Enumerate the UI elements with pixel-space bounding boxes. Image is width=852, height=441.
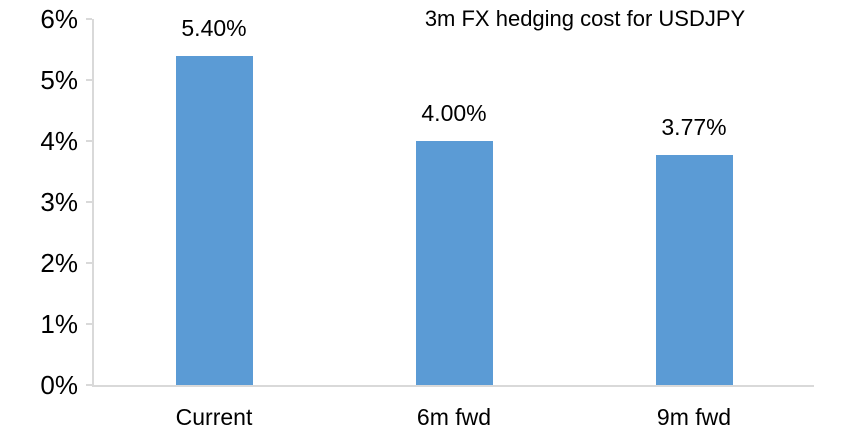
chart-title: 3m FX hedging cost for USDJPY	[424, 6, 746, 31]
x-axis-category-label: Current	[175, 404, 253, 430]
y-axis-tick-label: 0%	[40, 370, 78, 400]
y-axis-line	[92, 19, 94, 387]
bar-value-label: 4.00%	[421, 100, 487, 126]
x-axis-line	[92, 385, 814, 387]
y-axis-tick-label: 3%	[40, 187, 78, 217]
bar	[415, 141, 493, 385]
bar-value-label: 3.77%	[661, 114, 727, 141]
y-axis-tick	[86, 18, 92, 20]
y-axis-tick-label: 4%	[40, 126, 78, 156]
y-axis-tick	[86, 140, 92, 142]
bar-value-label: 5.40%	[181, 14, 247, 41]
y-axis-tick	[86, 323, 92, 325]
y-axis-tick-label: 6%	[40, 4, 78, 34]
x-axis-category-label: 9m fwd	[656, 404, 732, 430]
bar	[175, 55, 253, 385]
x-axis-category-label: 6m fwd	[416, 404, 492, 430]
y-axis-tick	[86, 384, 92, 386]
y-axis-tick	[86, 79, 92, 81]
y-axis-tick-label: 2%	[40, 248, 78, 278]
y-axis-tick-label: 5%	[40, 65, 78, 95]
y-axis-tick-label: 1%	[40, 309, 78, 339]
bar	[655, 155, 733, 385]
y-axis-tick	[86, 262, 92, 264]
y-axis-tick	[86, 201, 92, 203]
